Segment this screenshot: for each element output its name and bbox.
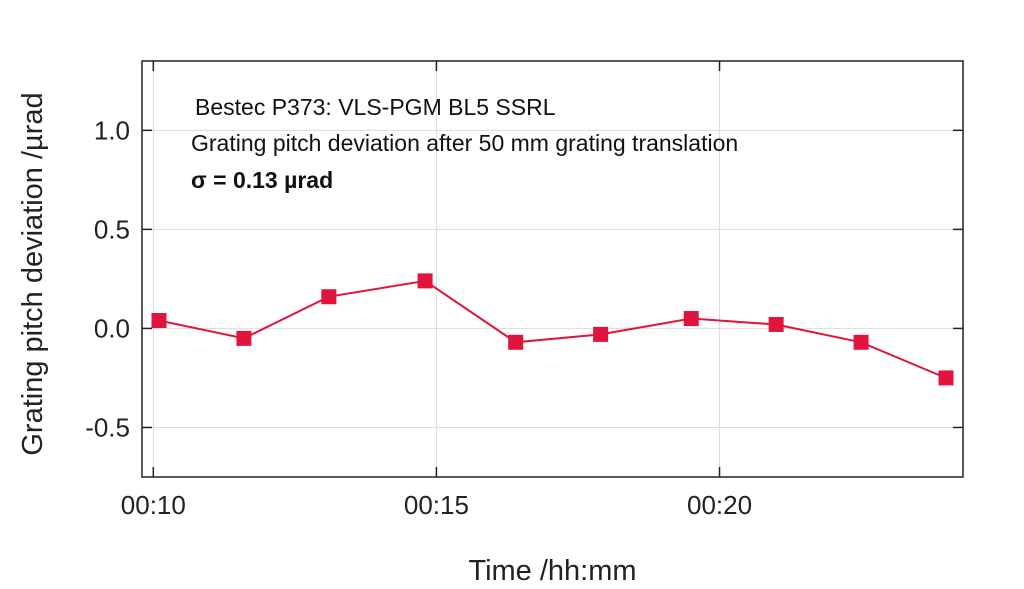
plot-frame [141, 60, 964, 478]
data-point [593, 326, 609, 342]
data-point [938, 370, 954, 386]
tick-marks [142, 61, 963, 477]
y-tick-label: 1.0 [94, 115, 130, 145]
x-tick-label: 00:10 [121, 490, 186, 520]
data-point [321, 289, 337, 305]
data-point [151, 313, 167, 329]
series-layer [151, 273, 954, 386]
data-point [508, 334, 524, 350]
data-point [768, 316, 784, 332]
data-point [236, 330, 252, 346]
x-tick-label: 00:20 [687, 490, 752, 520]
grid-lines [142, 61, 963, 477]
annotation-sigma: σ = 0.13 µrad [191, 167, 333, 193]
y-axis-title: Grating pitch deviation /µrad [17, 92, 49, 455]
data-point [417, 273, 433, 289]
annotation-subtitle: Grating pitch deviation after 50 mm grat… [191, 130, 738, 156]
y-tick-label: 0.5 [94, 214, 130, 244]
series-line [158, 279, 947, 379]
data-point [683, 311, 699, 327]
y-tick-label: 0.0 [94, 313, 130, 343]
data-point [853, 334, 869, 350]
x-axis-title: Time /hh:mm [468, 555, 636, 587]
tick-labels: 1.0 0.5 0.0 -0.5 00:10 00:15 00:20 [85, 115, 752, 520]
y-tick-label: -0.5 [85, 412, 130, 442]
x-tick-label: 00:15 [404, 490, 469, 520]
annotation-title: Bestec P373: VLS-PGM BL5 SSRL [195, 94, 556, 120]
